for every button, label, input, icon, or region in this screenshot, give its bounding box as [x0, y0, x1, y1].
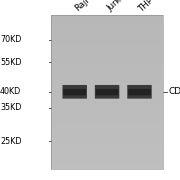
- FancyBboxPatch shape: [62, 85, 87, 99]
- Text: 55KD: 55KD: [0, 58, 21, 67]
- FancyBboxPatch shape: [96, 89, 118, 95]
- Text: Raji: Raji: [73, 0, 91, 14]
- Text: 35KD: 35KD: [0, 103, 21, 112]
- Text: 70KD: 70KD: [0, 35, 21, 44]
- Text: CD7: CD7: [168, 87, 180, 96]
- FancyBboxPatch shape: [127, 85, 152, 99]
- Text: 40KD: 40KD: [0, 87, 21, 96]
- FancyBboxPatch shape: [95, 85, 119, 99]
- FancyBboxPatch shape: [128, 89, 151, 95]
- FancyBboxPatch shape: [63, 89, 86, 95]
- Text: Jurkat: Jurkat: [105, 0, 130, 14]
- Text: THP-1: THP-1: [138, 0, 163, 14]
- Bar: [51, 15, 163, 169]
- Text: 25KD: 25KD: [0, 137, 21, 146]
